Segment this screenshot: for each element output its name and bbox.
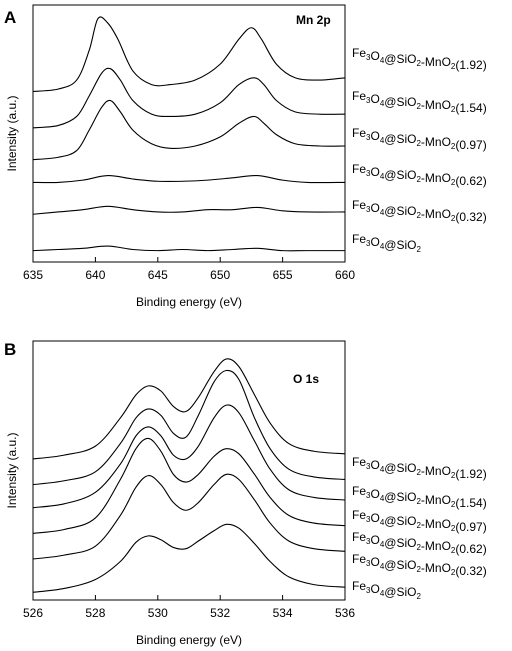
x-tick-label: 526 (23, 606, 43, 620)
plot-frame (32, 340, 346, 601)
series-line (32, 523, 346, 593)
x-tick-label: 650 (210, 268, 230, 282)
panel-b: B O 1s 526 528 530 532 534 536 Binding energy (e… (4, 340, 487, 647)
y-axis-title: Intensity (a.u.) (5, 432, 19, 508)
x-tick-label: 534 (273, 606, 293, 620)
x-tick-label: 645 (148, 268, 168, 282)
panel-title: Mn 2p (296, 13, 331, 27)
x-tick-label: 655 (273, 268, 293, 282)
series-label: Fe3O4@SiO2-MnO2(0.97) (352, 508, 487, 534)
x-tick-label: 528 (85, 606, 105, 620)
y-axis-title: Intensity (a.u.) (5, 95, 19, 171)
series-line (32, 67, 346, 129)
series-line (32, 473, 346, 560)
plot-frame (32, 4, 346, 263)
series-label: Fe3O4@SiO2 (352, 232, 421, 254)
x-axis-title: Binding energy (eV) (136, 295, 242, 309)
x-tick-label: 530 (148, 606, 168, 620)
x-tick-label: 635 (23, 268, 43, 282)
panel-letter: A (4, 8, 16, 27)
x-tick-label: 640 (85, 268, 105, 282)
series-label: Fe3O4@SiO2-MnO2(0.32) (352, 198, 487, 224)
series-line (32, 358, 346, 460)
x-tick-label: 536 (335, 606, 355, 620)
series-label: Fe3O4@SiO2-MnO2(1.92) (352, 46, 487, 72)
series-line (32, 245, 345, 252)
series-line (32, 437, 346, 534)
series-line (32, 369, 346, 486)
x-axis-title: Binding energy (eV) (136, 633, 242, 647)
series-label: Fe3O4@SiO2-MnO2(0.32) (352, 552, 487, 578)
series-label: Fe3O4@SiO2-MnO2(1.54) (352, 89, 487, 115)
series-label: Fe3O4@SiO2-MnO2(1.92) (352, 455, 487, 481)
x-tick-label: 660 (335, 268, 355, 282)
series-line (32, 16, 346, 92)
series-line (32, 404, 346, 509)
series-line (32, 205, 346, 215)
panel-a: A Mn 2p 635 640 645 650 655 660 Binding energy (… (4, 4, 487, 309)
series-line (32, 174, 346, 184)
panel-title: O 1s (293, 372, 319, 386)
series-label: Fe3O4@SiO2-MnO2(0.62) (352, 530, 487, 556)
series-line (32, 99, 346, 161)
series-label: Fe3O4@SiO2-MnO2(1.54) (352, 484, 487, 510)
series-label: Fe3O4@SiO2-MnO2(0.62) (352, 162, 487, 188)
series-label: Fe3O4@SiO2 (352, 579, 421, 601)
x-tick-label: 532 (210, 606, 230, 620)
panel-letter: B (4, 340, 16, 359)
series-label: Fe3O4@SiO2-MnO2(0.97) (352, 126, 487, 152)
